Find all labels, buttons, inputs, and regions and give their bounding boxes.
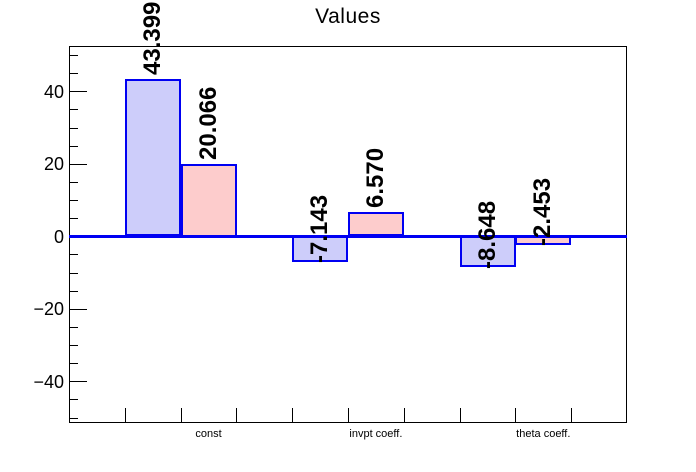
y-major-tick [69, 381, 87, 382]
bar-blue [460, 236, 516, 267]
bar-value-label: -8.648 [473, 200, 501, 269]
bar-value-label: -7.143 [306, 194, 334, 263]
x-category-label: const [195, 428, 222, 440]
y-major-tick [69, 309, 87, 310]
y-major-tick [69, 91, 87, 92]
y-minor-tick [69, 291, 78, 292]
y-axis-label: −20 [33, 299, 64, 320]
x-category-label: theta coeff. [516, 428, 571, 440]
y-minor-tick [69, 327, 78, 328]
y-minor-tick [69, 109, 78, 110]
x-tick [404, 408, 405, 423]
y-minor-tick [69, 399, 78, 400]
y-major-tick [69, 164, 87, 165]
bar-blue [125, 79, 181, 236]
chart-title: Values [315, 5, 381, 28]
x-tick [515, 408, 516, 423]
zero-line [69, 235, 627, 238]
y-minor-tick [69, 200, 78, 201]
x-tick [571, 408, 572, 423]
bar-value-label: 20.066 [194, 86, 222, 160]
y-minor-tick [69, 218, 78, 219]
y-minor-tick [69, 254, 78, 255]
x-tick [292, 408, 293, 423]
y-minor-tick [69, 128, 78, 129]
y-minor-tick [69, 55, 78, 56]
y-minor-tick [69, 273, 78, 274]
bar-value-label: 43.399 [138, 1, 166, 75]
bar-value-label: 6.570 [361, 147, 389, 208]
bar-pink [181, 164, 237, 237]
x-tick [125, 408, 126, 423]
x-tick [236, 408, 237, 423]
bar-value-label: -2.453 [529, 177, 557, 246]
y-axis-label: −40 [33, 371, 64, 392]
x-tick [348, 408, 349, 423]
y-axis-label: 20 [43, 154, 64, 175]
x-tick [460, 408, 461, 423]
y-minor-tick [69, 182, 78, 183]
y-minor-tick [69, 345, 78, 346]
y-minor-tick [69, 73, 78, 74]
x-tick [181, 408, 182, 423]
bar-pink [348, 212, 404, 236]
y-minor-tick [69, 363, 78, 364]
y-minor-tick [69, 146, 78, 147]
x-category-label: invpt coeff. [349, 428, 403, 440]
y-minor-tick [69, 418, 78, 419]
y-axis-label: 0 [53, 226, 64, 247]
y-axis-label: 40 [43, 81, 64, 102]
